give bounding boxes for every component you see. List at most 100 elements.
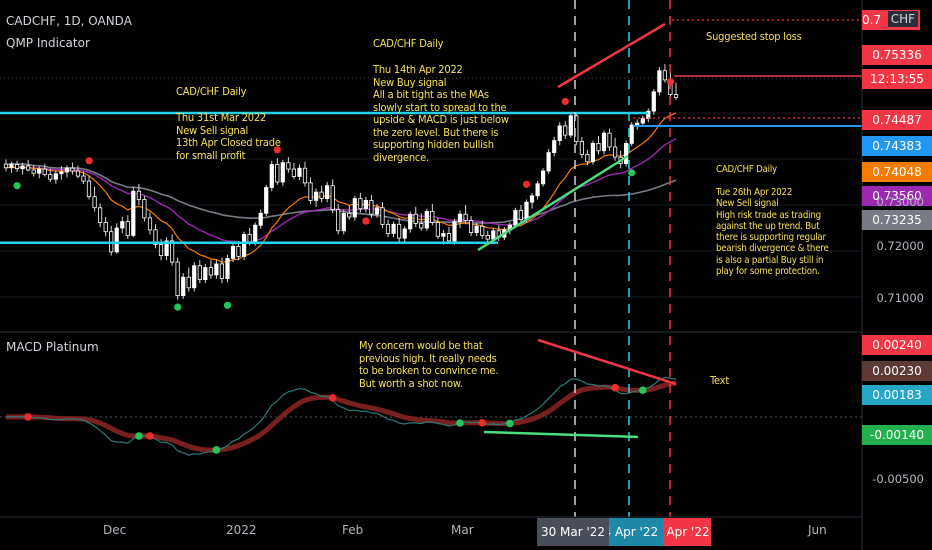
- candle-up: [568, 115, 573, 136]
- note-buy-title[interactable]: CAD/CHF Daily: [373, 37, 444, 50]
- macd-title[interactable]: MACD Platinum: [6, 340, 99, 354]
- buy-signal-dot: [174, 303, 182, 311]
- candle-up: [624, 142, 629, 164]
- candle-down: [579, 141, 585, 155]
- candle-up: [269, 164, 274, 188]
- currency-badge[interactable]: CHF: [887, 11, 918, 27]
- candlestick-series: [3, 64, 679, 300]
- note-sell2-body[interactable]: Tue 26th Apr 2022 New Sell signal High r…: [716, 187, 829, 278]
- candle-up: [313, 191, 319, 201]
- macd-pane: [0, 376, 862, 456]
- candle-up: [513, 210, 518, 226]
- candle-up: [114, 227, 119, 253]
- candle-up: [441, 233, 446, 237]
- macd-bear-cross-dot: [328, 394, 337, 402]
- time-tick-jun: Jun: [808, 523, 827, 537]
- candle-up: [541, 170, 546, 185]
- candle-up: [408, 213, 413, 230]
- candle-up: [181, 276, 186, 297]
- vertical-date-lines: [574, 0, 671, 517]
- candle-down: [385, 223, 391, 234]
- candle-down: [596, 142, 601, 152]
- macd-bear-cross-dot: [478, 419, 487, 427]
- candle-down: [125, 221, 130, 236]
- price-badge-3: 0.74383: [862, 136, 932, 156]
- trend-lines[interactable]: [477, 22, 677, 439]
- candle-up: [452, 221, 457, 242]
- candle-down: [518, 210, 524, 221]
- horizontal-levels[interactable]: [0, 19, 862, 244]
- candle-up: [59, 171, 64, 175]
- candle-down: [302, 167, 308, 184]
- candle-down: [186, 276, 191, 289]
- indicator-label[interactable]: QMP Indicator: [6, 36, 90, 50]
- candle-up: [629, 124, 634, 144]
- macd-bull-cross-dot: [456, 419, 464, 427]
- candle-down: [81, 175, 86, 182]
- macd-badge-2: 0.00183: [862, 385, 932, 405]
- macd-bull-cross-dot: [135, 432, 143, 440]
- ma-grey-line: [5, 162, 677, 224]
- note-buy-body[interactable]: Thu 14th Apr 2022 New Buy signal All a b…: [373, 63, 509, 164]
- candle-up: [258, 212, 263, 226]
- candle-up: [131, 190, 136, 236]
- sell-signal-dot: [273, 146, 281, 154]
- candle-down: [336, 209, 341, 232]
- date-label-14-apr: 14 Apr '22: [609, 518, 663, 546]
- candle-up: [230, 245, 236, 259]
- macd-bear-cross-dot: [611, 383, 619, 392]
- macd-bear-cross-dot: [24, 413, 32, 421]
- candle-up: [280, 162, 285, 183]
- note-sell-title[interactable]: CAD/CHF Daily: [176, 85, 247, 98]
- price-badge-2: 0.74487: [862, 110, 932, 130]
- macd-bull-cross-dot: [506, 419, 514, 428]
- candle-up: [225, 257, 230, 279]
- symbol-header[interactable]: CADCHF, 1D, OANDA: [6, 14, 132, 28]
- note-concern[interactable]: My concern would be that previous high. …: [359, 339, 499, 390]
- candle-down: [3, 163, 9, 169]
- signal-dots: [13, 78, 675, 311]
- top-price-badge-text: 0.7: [862, 13, 882, 27]
- candle-down: [25, 165, 31, 171]
- time-tick-mar: Mar: [451, 523, 474, 537]
- date-label-26-apr: 26 Apr '22: [663, 518, 711, 546]
- macd-bull-cross-dot: [212, 446, 221, 454]
- candle-down: [208, 267, 213, 276]
- note-stop-loss[interactable]: Suggested stop loss: [706, 30, 802, 43]
- candle-down: [291, 168, 297, 177]
- macd-bear-cross-dot: [146, 432, 154, 440]
- candle-down: [468, 220, 474, 234]
- candle-up: [120, 221, 125, 229]
- candle-down: [147, 217, 153, 231]
- macd-line: [5, 376, 677, 456]
- candle-down: [347, 212, 352, 218]
- candle-up: [324, 185, 330, 199]
- candle-up: [203, 267, 208, 281]
- price-high-trendline: [557, 22, 666, 89]
- candle-up: [214, 263, 219, 276]
- candle-down: [613, 146, 618, 158]
- price-tick-3: 0.71000: [876, 291, 924, 305]
- candle-down: [286, 162, 291, 170]
- note-sell2-title[interactable]: CAD/CHF Daily: [716, 164, 777, 175]
- candle-up: [341, 212, 346, 232]
- note-sell-body[interactable]: Thu 31st Mar 2022 New Sell signal 13th A…: [176, 111, 281, 162]
- candle-down: [142, 199, 147, 219]
- candle-down: [14, 164, 20, 169]
- candle-up: [241, 233, 247, 257]
- buy-signal-dot: [13, 182, 21, 190]
- candle-up: [20, 165, 25, 170]
- price-badge-6: 0.73235: [862, 210, 932, 230]
- candle-up: [374, 207, 380, 215]
- price-tick-1: 0.73000: [876, 195, 924, 209]
- note-text[interactable]: Text: [710, 374, 730, 387]
- candle-down: [585, 153, 590, 163]
- candle-down: [158, 244, 164, 257]
- buy-signal-dot: [628, 169, 636, 177]
- sell-signal-dot: [522, 180, 531, 188]
- price-badge-4: 0.74048: [862, 162, 932, 182]
- ma-orange-line: [5, 112, 677, 263]
- price-badge-5: 0.73560: [862, 186, 932, 206]
